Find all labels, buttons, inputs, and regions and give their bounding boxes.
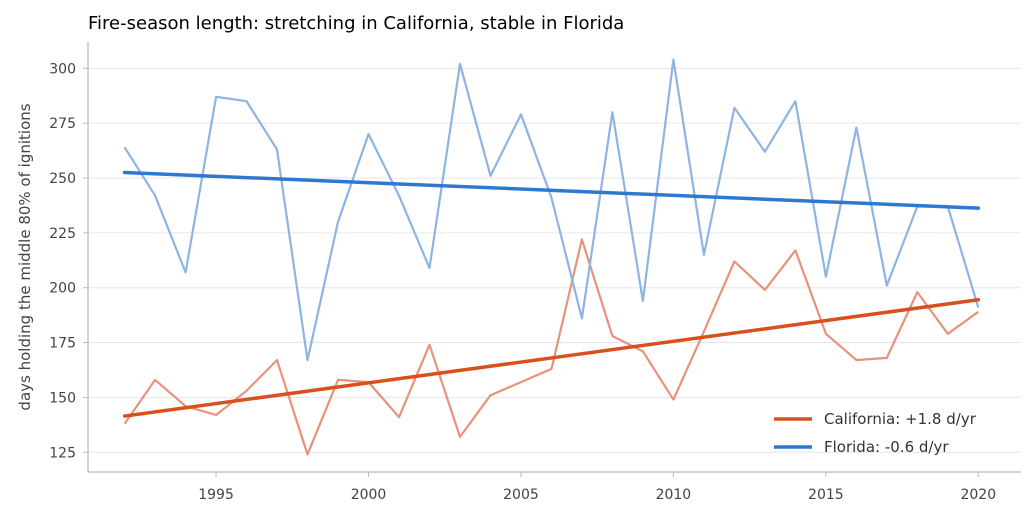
- y-tick-label: 200: [49, 281, 76, 297]
- trend-line-0: [122, 298, 981, 418]
- y-tick-label: 175: [49, 336, 76, 352]
- trend-line-1: [122, 170, 981, 210]
- legend: California: +1.8 d/yr Florida: -0.6 d/yr: [774, 410, 977, 456]
- y-tick-label: 150: [49, 390, 76, 406]
- legend-label-0: California: +1.8 d/yr: [824, 410, 977, 428]
- legend-label-1: Florida: -0.6 d/yr: [824, 438, 949, 456]
- x-tick-label: 1995: [198, 487, 234, 503]
- y-tick-label: 225: [49, 226, 76, 242]
- y-tick-label: 250: [49, 171, 76, 187]
- x-ticks: 1995 2000 2005 2010 2015 2020: [198, 472, 996, 503]
- series-lines: [123, 58, 980, 456]
- trend-lines: [122, 170, 981, 418]
- y-tick-label: 300: [49, 61, 76, 77]
- x-tick-label: 2000: [351, 487, 387, 503]
- x-tick-label: 2020: [960, 487, 996, 503]
- x-tick-label: 2005: [503, 487, 539, 503]
- y-axis-label: days holding the middle 80% of ignitions: [16, 103, 34, 410]
- y-tick-label: 125: [49, 445, 76, 461]
- x-tick-label: 2010: [656, 487, 692, 503]
- y-tick-label: 275: [49, 116, 76, 132]
- florida-series-line: [123, 58, 980, 362]
- x-tick-label: 2015: [808, 487, 844, 503]
- chart-title: Fire-season length: stretching in Califo…: [88, 13, 624, 34]
- california-series-line: [123, 238, 979, 456]
- axes: [87, 42, 1021, 473]
- y-ticks: 125 150 175 200 225 250 275 300: [49, 61, 88, 461]
